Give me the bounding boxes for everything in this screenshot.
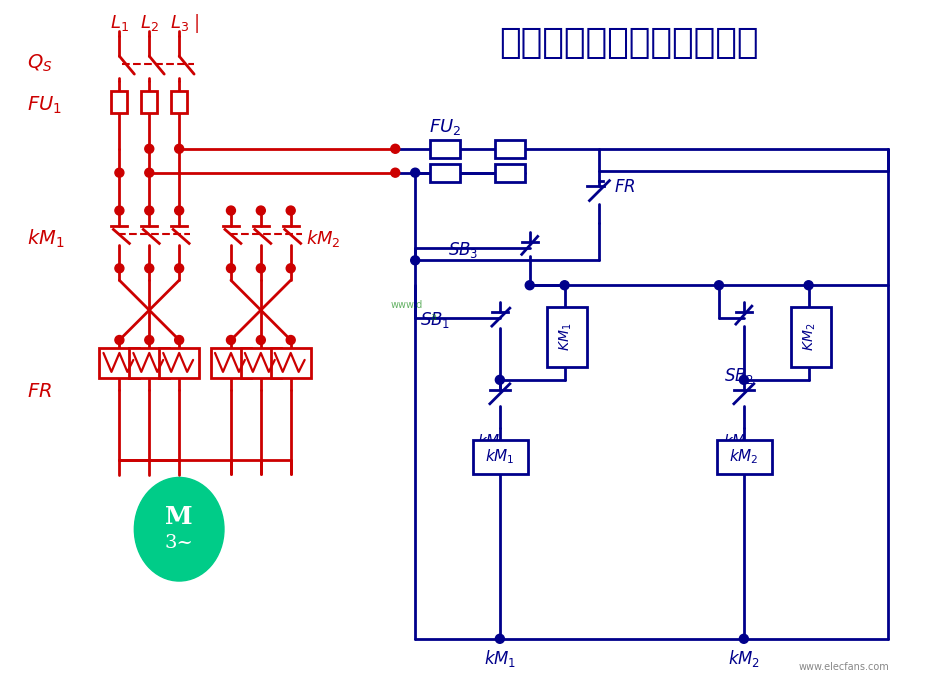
Circle shape bbox=[256, 264, 265, 273]
Text: $kM_1$: $kM_1$ bbox=[483, 648, 515, 669]
Text: www.d: www.d bbox=[390, 300, 422, 310]
Circle shape bbox=[226, 206, 235, 215]
Bar bbox=[494, 163, 524, 182]
Text: $kM_2$: $kM_2$ bbox=[727, 648, 759, 669]
Circle shape bbox=[286, 264, 295, 273]
Text: |: | bbox=[194, 14, 200, 33]
Circle shape bbox=[256, 206, 265, 215]
Text: $FR$: $FR$ bbox=[27, 383, 52, 401]
Circle shape bbox=[145, 206, 154, 215]
Circle shape bbox=[525, 280, 534, 290]
Text: www.elecfans.com: www.elecfans.com bbox=[798, 661, 888, 672]
Text: $SB_1$: $SB_1$ bbox=[420, 310, 450, 330]
Bar bbox=[129, 348, 169, 378]
Text: $FU_2$: $FU_2$ bbox=[428, 117, 461, 137]
Bar bbox=[159, 348, 199, 378]
Bar bbox=[210, 348, 250, 378]
Circle shape bbox=[174, 264, 184, 273]
Circle shape bbox=[411, 168, 419, 177]
Text: $L_1$: $L_1$ bbox=[109, 13, 129, 34]
Circle shape bbox=[174, 144, 184, 153]
Text: $FR$: $FR$ bbox=[614, 179, 635, 196]
Circle shape bbox=[115, 264, 123, 273]
Circle shape bbox=[174, 206, 184, 215]
Circle shape bbox=[390, 168, 400, 177]
Bar bbox=[271, 348, 311, 378]
Text: $kM_2$: $kM_2$ bbox=[729, 447, 758, 466]
Bar bbox=[790, 307, 830, 367]
Bar bbox=[141, 91, 157, 113]
Text: $SB_2$: $SB_2$ bbox=[723, 366, 753, 386]
Circle shape bbox=[286, 336, 295, 345]
Text: $kM_1$: $kM_1$ bbox=[27, 227, 64, 250]
Circle shape bbox=[804, 280, 812, 290]
Bar bbox=[430, 163, 460, 182]
Text: $L_3$: $L_3$ bbox=[170, 13, 188, 34]
Bar bbox=[494, 140, 524, 158]
Text: 3~: 3~ bbox=[165, 534, 194, 552]
Ellipse shape bbox=[134, 477, 223, 581]
Circle shape bbox=[145, 336, 154, 345]
Circle shape bbox=[495, 376, 503, 384]
Bar bbox=[430, 140, 460, 158]
Circle shape bbox=[714, 280, 723, 290]
Circle shape bbox=[739, 634, 747, 643]
Text: $kM_1$: $kM_1$ bbox=[485, 447, 514, 466]
Circle shape bbox=[286, 206, 295, 215]
Text: M: M bbox=[165, 505, 193, 529]
Circle shape bbox=[115, 336, 123, 345]
Circle shape bbox=[174, 336, 184, 345]
Circle shape bbox=[256, 336, 265, 345]
Circle shape bbox=[226, 336, 235, 345]
Circle shape bbox=[495, 634, 503, 643]
Bar bbox=[99, 348, 139, 378]
Text: $SB_3$: $SB_3$ bbox=[448, 240, 478, 261]
Circle shape bbox=[739, 376, 747, 384]
Circle shape bbox=[145, 144, 154, 153]
Text: $KM_1$: $KM_1$ bbox=[557, 323, 573, 351]
Text: $kM_2$: $kM_2$ bbox=[305, 228, 340, 249]
Text: $L_2$: $L_2$ bbox=[140, 13, 159, 34]
Circle shape bbox=[560, 280, 568, 290]
Text: $FU_1$: $FU_1$ bbox=[27, 94, 61, 116]
Text: $KM_2$: $KM_2$ bbox=[801, 323, 817, 351]
Circle shape bbox=[115, 168, 123, 177]
Bar bbox=[241, 348, 281, 378]
Circle shape bbox=[115, 206, 123, 215]
Circle shape bbox=[226, 264, 235, 273]
Bar bbox=[171, 91, 187, 113]
Text: a: a bbox=[430, 312, 436, 322]
Circle shape bbox=[145, 168, 154, 177]
Bar bbox=[546, 307, 586, 367]
Bar bbox=[111, 91, 127, 113]
Text: $kM_2$: $kM_2$ bbox=[476, 432, 506, 451]
Bar bbox=[717, 440, 771, 475]
Circle shape bbox=[390, 144, 400, 153]
Text: $Q_S$: $Q_S$ bbox=[27, 53, 52, 74]
Text: $kM_1$: $kM_1$ bbox=[722, 432, 752, 451]
Text: 接触器互锁正反转控制线路: 接触器互锁正反转控制线路 bbox=[499, 26, 758, 60]
Bar bbox=[473, 440, 527, 475]
Circle shape bbox=[145, 264, 154, 273]
Circle shape bbox=[411, 256, 419, 265]
